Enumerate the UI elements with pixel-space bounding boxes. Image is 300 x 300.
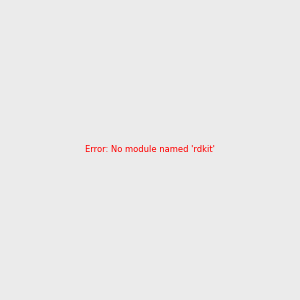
Text: Error: No module named 'rdkit': Error: No module named 'rdkit' xyxy=(85,146,215,154)
